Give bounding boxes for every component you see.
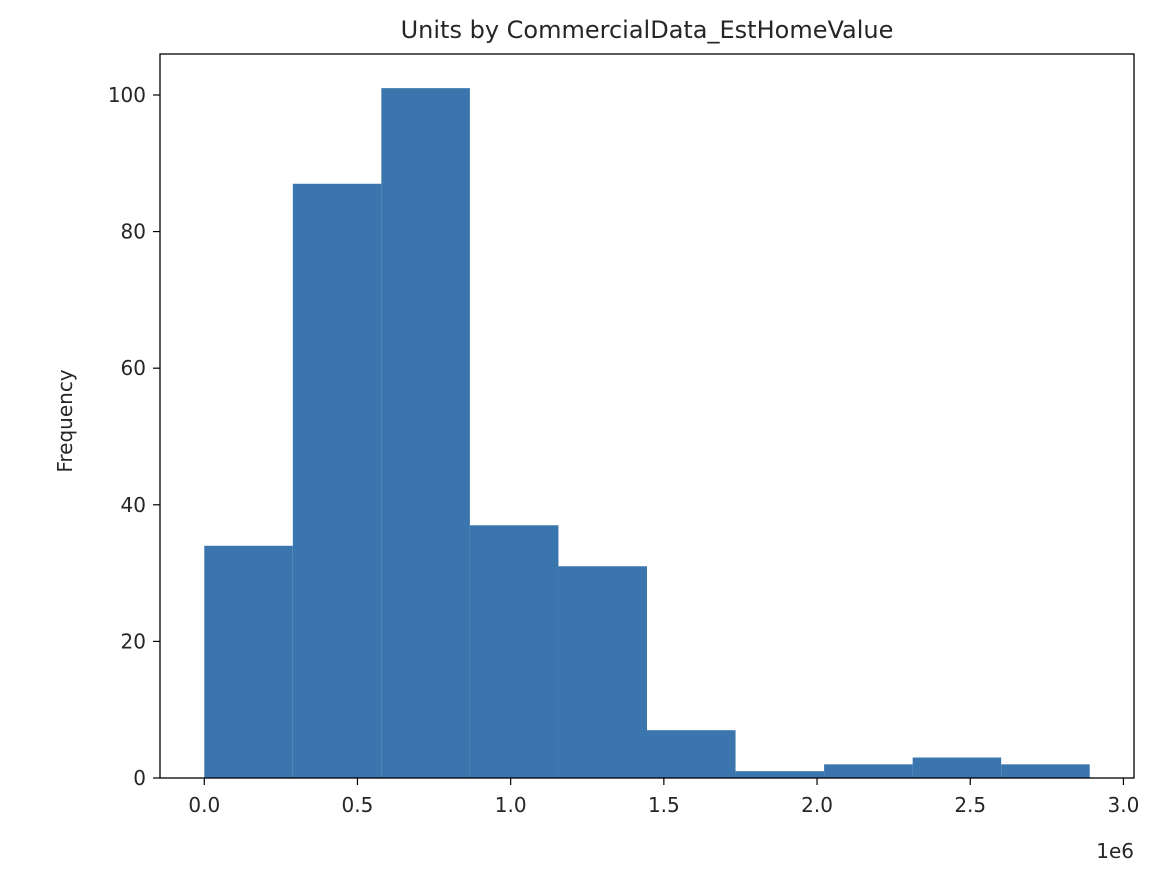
histogram-bar [381,88,470,778]
chart-title: Units by CommercialData_EstHomeValue [401,16,894,44]
x-tick-label: 0.5 [342,793,374,817]
histogram-bar [647,730,736,778]
x-axis-offset-label: 1e6 [1096,839,1134,863]
y-tick-label: 20 [121,629,146,653]
histogram-bar [558,566,647,778]
y-tick-label: 80 [121,220,146,244]
x-tick-label: 2.0 [801,793,833,817]
y-tick-label: 0 [133,766,146,790]
histogram-bar [1001,764,1090,778]
histogram-bar [912,757,1002,778]
histogram-bar [735,771,825,778]
histogram-bar [204,545,293,778]
histogram-bar [824,764,913,778]
plot-frame [159,53,1135,779]
histogram-bar [292,183,382,779]
y-tick-label: 100 [108,83,146,107]
y-tick-label: 40 [121,493,146,517]
x-tick-label: 3.0 [1108,793,1140,817]
bars-layer [204,88,1090,779]
x-tick-label: 1.0 [495,793,527,817]
histogram-bar [469,525,559,778]
ticks-layer: 0.0 0.5 1.0 1.5 2.0 2.5 3.0 0 20 40 60 80 100 [108,83,1140,817]
x-tick-label: 2.5 [954,793,986,817]
x-tick-label: 0.0 [188,793,220,817]
x-tick-label: 1.5 [648,793,680,817]
y-tick-label: 60 [121,356,146,380]
y-axis-title: Frequency [53,369,77,472]
